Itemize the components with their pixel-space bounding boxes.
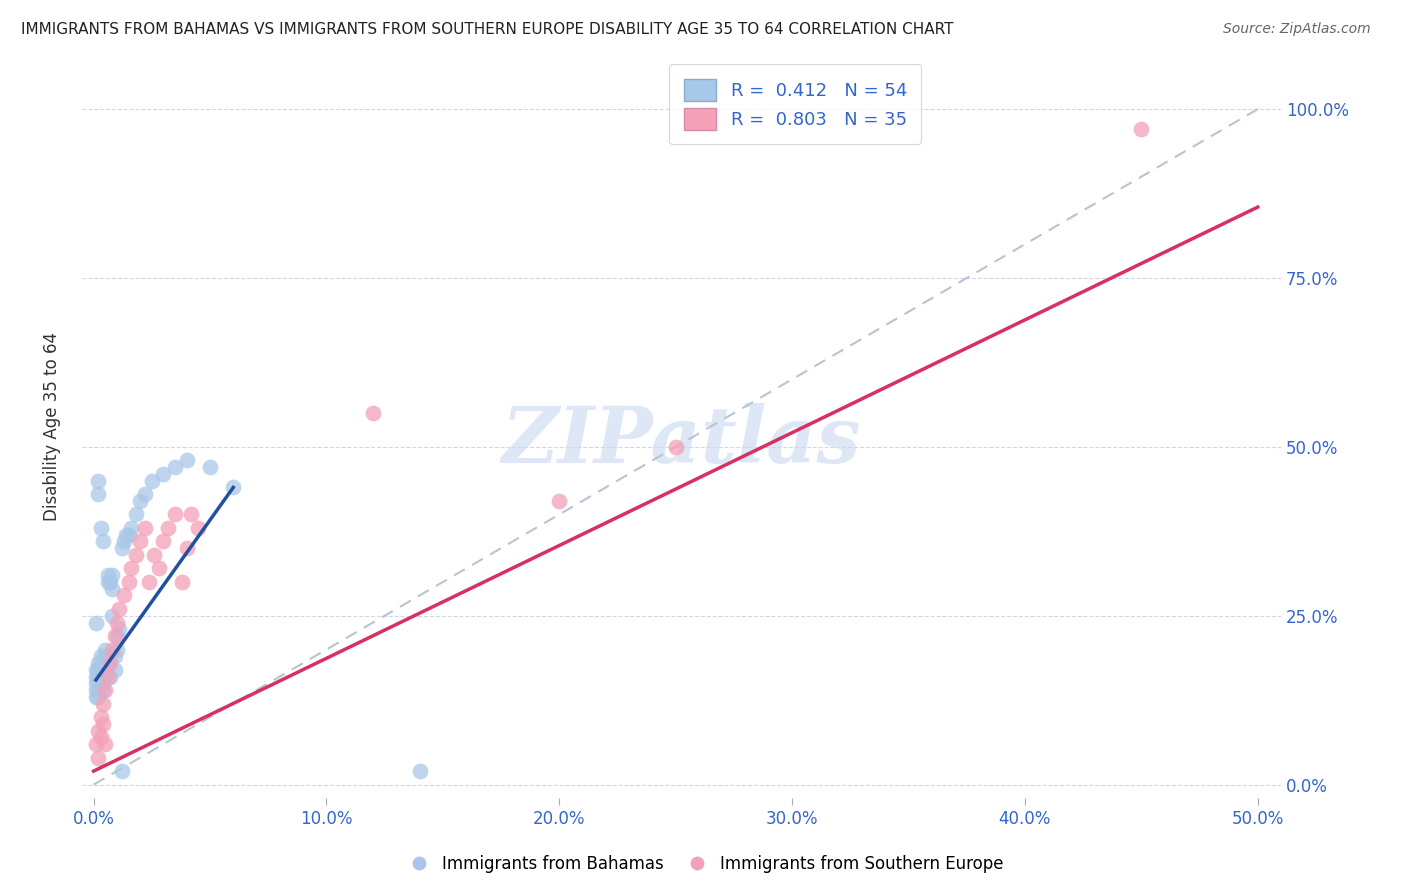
Point <box>103 663 125 677</box>
Point <box>176 453 198 467</box>
Point <box>87 487 110 501</box>
Text: ZIPatlas: ZIPatlas <box>502 403 860 480</box>
Point <box>108 622 131 636</box>
Point <box>91 716 114 731</box>
Point <box>90 663 112 677</box>
Point <box>90 656 112 670</box>
Point <box>97 568 120 582</box>
Point <box>110 541 132 556</box>
Point <box>101 582 124 596</box>
Point <box>548 494 571 508</box>
Point <box>90 676 112 690</box>
Point <box>87 683 110 698</box>
Point <box>117 574 139 589</box>
Point <box>84 690 107 704</box>
Point <box>124 508 146 522</box>
Point <box>198 460 221 475</box>
Point <box>97 574 120 589</box>
Point <box>117 527 139 541</box>
Legend: R =  0.412   N = 54, R =  0.803   N = 35: R = 0.412 N = 54, R = 0.803 N = 35 <box>669 64 921 145</box>
Point <box>129 494 152 508</box>
Point <box>157 521 180 535</box>
Text: Source: ZipAtlas.com: Source: ZipAtlas.com <box>1223 22 1371 37</box>
Point <box>91 669 114 683</box>
Point <box>222 480 245 494</box>
Point <box>98 669 121 683</box>
Point <box>124 548 146 562</box>
Point <box>408 764 430 778</box>
Point <box>94 663 117 677</box>
Point <box>98 656 121 670</box>
Point <box>84 663 107 677</box>
Point <box>84 737 107 751</box>
Point <box>94 683 117 698</box>
Point <box>87 474 110 488</box>
Point <box>84 683 107 698</box>
Point <box>152 467 174 481</box>
Point <box>94 642 117 657</box>
Point <box>91 683 114 698</box>
Y-axis label: Disability Age 35 to 64: Disability Age 35 to 64 <box>44 332 60 521</box>
Point <box>84 676 107 690</box>
Point <box>87 690 110 704</box>
Point <box>152 534 174 549</box>
Point <box>87 656 110 670</box>
Point <box>165 508 187 522</box>
Point <box>143 548 166 562</box>
Point <box>87 723 110 738</box>
Point <box>84 615 107 630</box>
Point <box>97 656 120 670</box>
Point <box>112 534 135 549</box>
Point <box>91 697 114 711</box>
Point <box>134 521 156 535</box>
Point <box>134 487 156 501</box>
Point <box>87 663 110 677</box>
Point <box>90 521 112 535</box>
Point <box>138 574 160 589</box>
Text: IMMIGRANTS FROM BAHAMAS VS IMMIGRANTS FROM SOUTHERN EUROPE DISABILITY AGE 35 TO : IMMIGRANTS FROM BAHAMAS VS IMMIGRANTS FR… <box>21 22 953 37</box>
Point <box>129 534 152 549</box>
Point <box>165 460 187 475</box>
Point <box>94 649 117 664</box>
Point <box>180 508 202 522</box>
Point <box>170 574 193 589</box>
Point <box>84 669 107 683</box>
Point <box>87 750 110 764</box>
Point <box>101 642 124 657</box>
Point <box>103 629 125 643</box>
Point <box>665 440 688 454</box>
Point <box>187 521 209 535</box>
Point <box>91 534 114 549</box>
Point <box>97 669 120 683</box>
Point <box>90 710 112 724</box>
Point <box>87 669 110 683</box>
Point <box>361 406 384 420</box>
Point <box>103 649 125 664</box>
Legend: Immigrants from Bahamas, Immigrants from Southern Europe: Immigrants from Bahamas, Immigrants from… <box>395 848 1011 880</box>
Point <box>108 602 131 616</box>
Point <box>176 541 198 556</box>
Point <box>90 731 112 745</box>
Point <box>91 676 114 690</box>
Point <box>105 642 128 657</box>
Point <box>148 561 170 575</box>
Point <box>141 474 163 488</box>
Point <box>105 615 128 630</box>
Point <box>101 608 124 623</box>
Point <box>110 764 132 778</box>
Point <box>1130 122 1153 136</box>
Point <box>115 527 138 541</box>
Point <box>94 737 117 751</box>
Point <box>101 568 124 582</box>
Point <box>120 521 142 535</box>
Point <box>120 561 142 575</box>
Point <box>90 649 112 664</box>
Point <box>105 629 128 643</box>
Point <box>112 589 135 603</box>
Point <box>98 574 121 589</box>
